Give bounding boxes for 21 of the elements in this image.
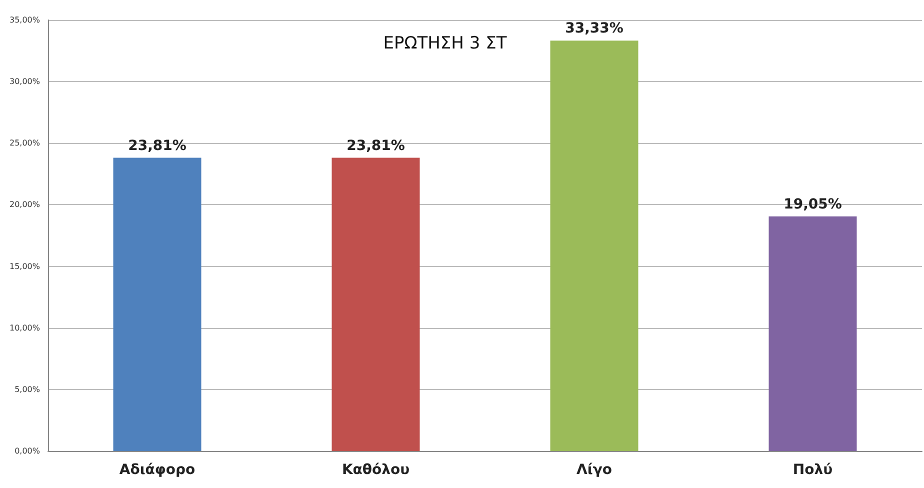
bar	[768, 216, 857, 451]
x-tick-label: Λίγο	[576, 462, 612, 478]
data-label: 23,81%	[128, 138, 186, 154]
x-tick-label: Καθόλου	[342, 462, 410, 478]
bar	[332, 158, 420, 451]
y-tick-label: 25,00%	[9, 138, 40, 148]
x-tick-label: Αδιάφορο	[119, 462, 196, 478]
data-label: 19,05%	[784, 196, 842, 212]
y-tick-label: 30,00%	[9, 77, 40, 86]
text: ΕΡΩΤΗΣΗ 3 ΣΤ	[383, 34, 508, 54]
y-tick-label: 35,00%	[9, 16, 40, 24]
y-tick-label: 0,00%	[14, 446, 40, 456]
y-tick-label: 20,00%	[9, 200, 40, 210]
data-label: 33,33%	[565, 20, 624, 37]
data-label: 23,81%	[346, 138, 405, 154]
y-tick-label: 5,00%	[14, 384, 40, 394]
bar	[550, 40, 638, 451]
x-tick-label: Πολύ	[792, 462, 833, 478]
bar	[113, 158, 202, 451]
y-tick-label: 10,00%	[9, 323, 40, 332]
y-tick-label: 15,00%	[9, 262, 40, 271]
